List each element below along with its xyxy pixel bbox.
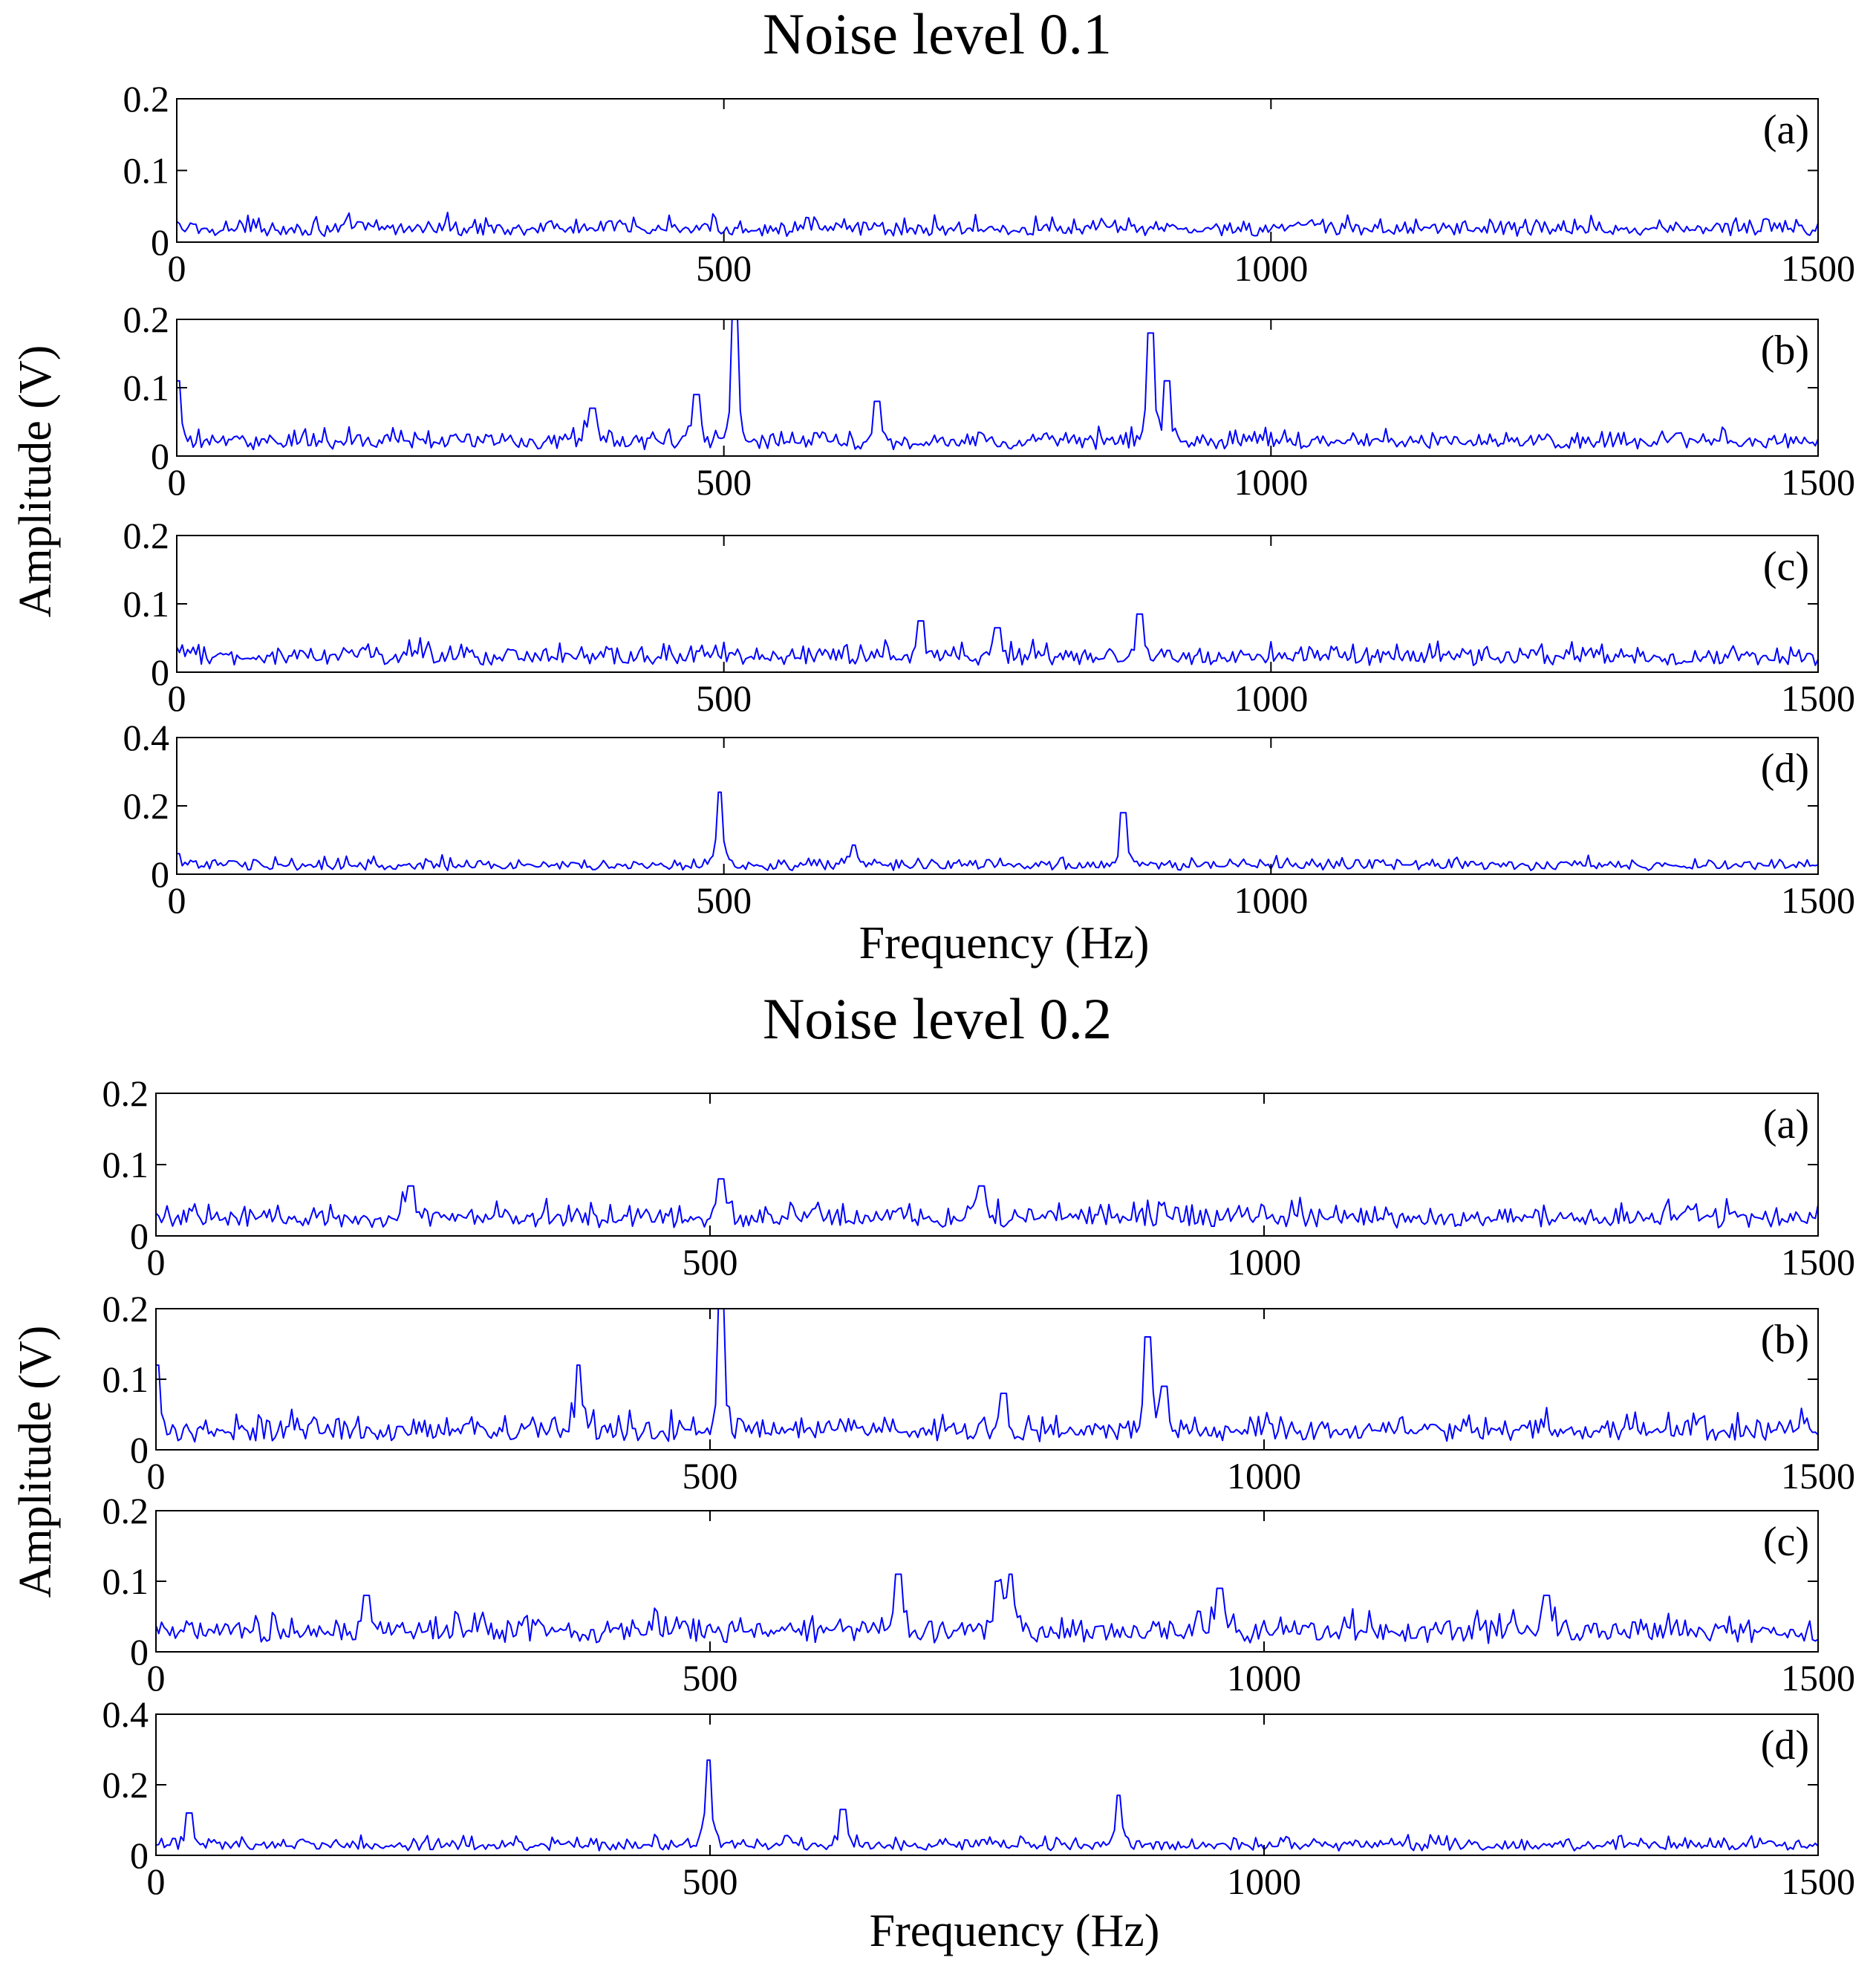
x-tick-label: 500 [683,1241,738,1283]
x-tick-label: 1500 [1781,247,1855,289]
panel-label: (a) [1763,107,1809,153]
spectrum-line [177,791,1819,871]
y-tick-label: 0.2 [102,1288,149,1329]
plot-frame [176,535,1819,673]
y-tick-label: 0 [130,1631,149,1673]
x-tick-label: 1000 [1234,879,1308,921]
plot-frame [176,737,1819,875]
y-tick-label: 0 [130,1835,149,1876]
panel-label: (b) [1761,1317,1809,1363]
x-tick-label: 1500 [1781,677,1855,719]
y-tick-label: 0.2 [102,1764,149,1806]
spectrum-line [176,613,1819,666]
x-tick-label: 500 [683,1657,738,1699]
y-tick-label: 0.1 [123,367,170,409]
spectrum-line [155,1573,1819,1644]
x-tick-label: 0 [147,1241,166,1283]
panel-label: (c) [1763,1519,1809,1565]
y-axis-label: Amplitude (V) [10,345,61,618]
x-tick-label: 500 [683,1455,738,1497]
y-tick-label: 0.2 [102,1072,149,1114]
spectrum-line [156,1308,1819,1443]
y-tick-label: 0 [151,221,169,263]
x-tick-label: 500 [696,247,752,289]
panel-label: (a) [1763,1101,1809,1148]
subplot-1-b: 0 500 1000 1500 0 0.1 0.2 (b) [123,299,1856,503]
panel-label: (d) [1761,1722,1809,1768]
y-tick-label: 0.1 [123,150,170,192]
y-tick-label: 0.2 [123,299,170,340]
y-tick-label: 0 [130,1429,149,1471]
plot-frame [176,98,1819,243]
subplot-2-a: 0 500 1000 1500 0 0.1 0.2 (a) [102,1072,1856,1283]
x-tick-label: 1000 [1234,677,1308,719]
x-tick-label: 0 [168,247,186,289]
y-tick-label: 0.2 [123,515,170,556]
subplot-2-b: 0 500 1000 1500 0 0.1 0.2 (b) [102,1288,1856,1497]
subplot-1-c: 0 500 1000 1500 0 0.1 0.2 (c) [123,515,1856,719]
y-axis-label: Amplitude (V) [10,1326,61,1598]
y-tick-label: 0.1 [102,1358,149,1400]
x-tick-label: 1000 [1227,1861,1301,1902]
x-tick-label: 1500 [1781,1241,1855,1283]
spectrum-line [177,319,1819,451]
panel-label: (b) [1761,328,1809,374]
y-tick-label: 0.1 [102,1144,149,1185]
x-tick-label: 1000 [1234,247,1308,289]
x-tick-label: 0 [147,1657,166,1699]
y-tick-label: 0.2 [102,1490,149,1532]
x-tick-label: 1000 [1227,1241,1301,1283]
y-tick-label: 0.1 [123,583,170,625]
y-tick-label: 0 [151,651,169,693]
x-axis-label: Frequency (Hz) [870,1906,1160,1956]
x-tick-label: 1500 [1781,1455,1855,1497]
x-tick-label: 500 [683,1861,738,1902]
subplot-2-c: 0 500 1000 1500 0 0.1 0.2 (c) [102,1490,1856,1699]
y-tick-label: 0 [151,853,169,895]
plot-frame [176,319,1819,457]
x-tick-label: 0 [147,1861,166,1902]
x-tick-label: 0 [168,879,186,921]
y-tick-label: 0.4 [123,717,170,758]
x-tick-label: 0 [168,461,186,503]
y-tick-label: 0 [151,435,169,477]
x-tick-label: 500 [696,879,752,921]
x-tick-label: 1000 [1227,1657,1301,1699]
y-tick-label: 0.4 [102,1693,149,1735]
group-title: Noise level 0.2 [763,986,1112,1051]
panel-label: (d) [1761,746,1809,792]
subplot-2-d: 0 500 1000 1500 0 0.2 0.4 (d) [102,1693,1856,1902]
x-tick-label: 1500 [1781,1657,1855,1699]
y-tick-label: 0 [130,1215,149,1257]
spectrum-line [155,1178,1819,1228]
subplot-1-a: 0 500 1000 1500 0 0.1 0.2 (a) [123,78,1856,289]
x-tick-label: 0 [168,677,186,719]
subplot-1-d: 0 500 1000 1500 0 0.2 0.4 (d) [123,717,1856,921]
spectrum-line [176,212,1819,238]
x-tick-label: 1500 [1781,1861,1855,1902]
x-tick-label: 500 [696,461,752,503]
panel-label: (c) [1763,544,1809,590]
spectrum-line [155,1759,1819,1852]
x-tick-label: 1000 [1234,461,1308,503]
y-tick-label: 0.1 [102,1560,149,1602]
plot-frame [155,1093,1819,1237]
y-tick-label: 0.2 [123,785,170,827]
x-tick-label: 1500 [1781,879,1855,921]
plot-frame [155,1713,1819,1856]
y-tick-label: 0.2 [123,78,170,120]
x-tick-label: 500 [696,677,752,719]
x-tick-label: 1000 [1227,1455,1301,1497]
group-title: Noise level 0.1 [763,1,1112,66]
x-tick-label: 1500 [1781,461,1855,503]
x-axis-label: Frequency (Hz) [859,918,1150,969]
panels-layer: 0 500 1000 1500 0 0.1 0.2 (a) 0 500 1000 1500 0 0.1 0.… [102,78,1856,1902]
x-tick-label: 0 [147,1455,166,1497]
